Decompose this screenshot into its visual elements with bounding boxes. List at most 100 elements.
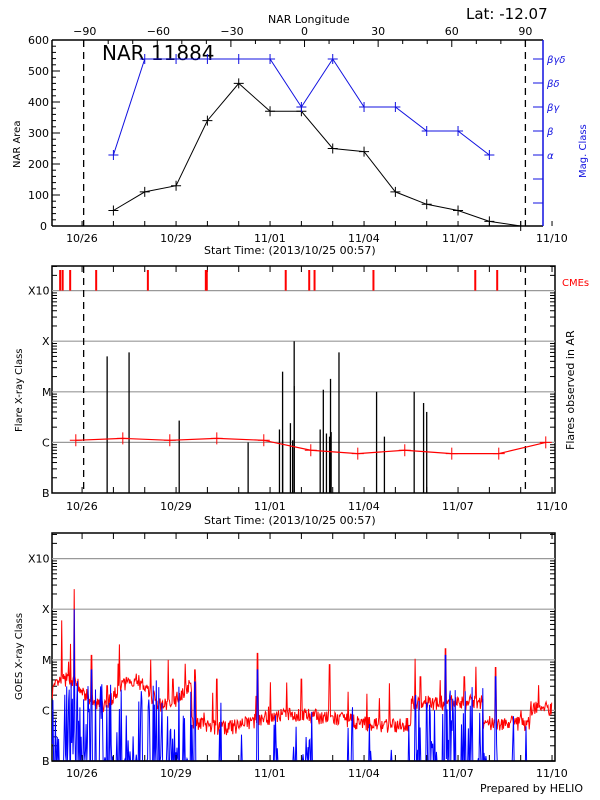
area-point	[327, 143, 338, 154]
y-tick-label: B	[42, 755, 50, 768]
area-point	[515, 221, 526, 231]
x-tick-label: 10/26	[66, 767, 98, 780]
panel1-y2label: Mag. Class	[578, 124, 589, 178]
y-tick-label: C	[42, 704, 50, 717]
x-tick-label: 11/01	[254, 500, 286, 513]
background-point	[539, 436, 552, 449]
x-tick-label: 11/01	[254, 232, 286, 245]
background-point	[116, 432, 129, 445]
x-tick-label: 11/10	[536, 500, 568, 513]
mag-tick-label: βγδ	[546, 55, 565, 66]
y-tick-label: 400	[28, 96, 49, 109]
top-tick-label: 90	[518, 25, 532, 38]
top-tick-label: 0	[301, 25, 308, 38]
x-tick-label: 10/29	[160, 500, 192, 513]
x-tick-label: 11/07	[442, 767, 474, 780]
background-point	[210, 432, 223, 445]
background-point	[304, 444, 317, 457]
y-tick-label: X	[42, 603, 50, 616]
area-point	[108, 205, 119, 216]
background-point	[445, 447, 458, 460]
y-tick-label: 600	[28, 34, 49, 47]
region-title: NAR 11884	[102, 41, 215, 65]
x-tick-label: 11/07	[442, 500, 474, 513]
area-point	[202, 115, 213, 126]
mag-point	[171, 54, 182, 64]
area-point	[233, 78, 244, 89]
y-tick-label: C	[42, 436, 50, 449]
goes-long-series	[51, 589, 553, 736]
mag-point	[265, 54, 276, 64]
x-tick-label: 11/04	[348, 500, 380, 513]
panel3-ylabel: GOES X-ray Class	[14, 613, 25, 700]
x-tick-label: 10/26	[66, 500, 98, 513]
cme-label: CMEs	[562, 278, 589, 289]
mag-point	[359, 102, 370, 112]
background-point	[492, 447, 505, 460]
area-point	[484, 216, 495, 227]
x-tick-label: 11/04	[348, 232, 380, 245]
area-point	[139, 186, 150, 197]
area-point	[390, 186, 401, 197]
mag-point	[484, 150, 495, 160]
mag-tick-label: β	[546, 127, 554, 138]
y-tick-label: X	[42, 335, 50, 348]
x-tick-label: 11/04	[348, 767, 380, 780]
top-tick-label: −90	[73, 25, 96, 38]
top-tick-label: −30	[220, 25, 243, 38]
panel2-xlabel: Start Time: (2013/10/25 00:57)	[204, 514, 376, 527]
plot-frame	[51, 265, 556, 494]
background-point	[69, 434, 82, 447]
mag-point	[390, 102, 401, 112]
background-point	[163, 434, 176, 447]
panel2-ylabel: Flare X-ray Class	[14, 349, 25, 433]
y-tick-label: 500	[28, 65, 49, 78]
panel-goes: B C M X X10 10/26 10/29 11/01 11/04 11/07 11/10	[28, 532, 568, 780]
area-line	[113, 82, 521, 227]
panel1-ylabel: NAR Area	[12, 121, 23, 168]
latitude-label: Lat: -12.07	[466, 5, 548, 23]
mag-point	[233, 54, 244, 64]
area-point	[265, 106, 276, 117]
background-point	[398, 444, 411, 457]
y-tick-label: B	[42, 487, 50, 500]
mag-point	[296, 102, 307, 112]
y-tick-label: M	[42, 654, 52, 667]
mag-point	[453, 126, 464, 136]
y-tick-label: M	[42, 386, 52, 399]
mag-tick-label: βδ	[546, 79, 560, 90]
top-tick-label: −60	[147, 25, 170, 38]
y-tick-label: X10	[28, 553, 50, 566]
y-tick-label: 200	[28, 158, 49, 171]
panel-flares: B C M X X10 10/26 10/29 11/01 11/04 11/07 11/10	[28, 265, 568, 513]
mag-tick-label: βγ	[546, 103, 560, 114]
x-tick-label: 10/29	[160, 767, 192, 780]
background-point	[257, 434, 270, 447]
footer-credit: Prepared by HELIO	[480, 782, 583, 795]
x-tick-label: 10/29	[160, 232, 192, 245]
top-tick-label: 60	[445, 25, 459, 38]
y-tick-label: X10	[28, 285, 50, 298]
y-tick-label: 300	[28, 127, 49, 140]
x-tick-label: 11/10	[536, 232, 568, 245]
mag-point	[108, 150, 119, 160]
panel2-y2label: Flares observed in AR	[564, 330, 577, 450]
area-point	[359, 146, 370, 157]
mag-point	[202, 54, 213, 64]
area-point	[171, 180, 182, 191]
top-axis-title: NAR Longitude	[268, 13, 350, 26]
x-tick-label: 11/01	[254, 767, 286, 780]
mag-point	[421, 126, 432, 136]
x-tick-label: 10/26	[66, 232, 98, 245]
x-tick-label: 11/10	[536, 767, 568, 780]
mag-tick-label: α	[547, 151, 554, 162]
area-point	[421, 199, 432, 210]
mag-point	[139, 54, 150, 64]
x-tick-label: 11/07	[442, 232, 474, 245]
panel1-xlabel: Start Time: (2013/10/25 00:57)	[204, 244, 376, 257]
mag-point	[327, 54, 338, 64]
area-point	[453, 205, 464, 216]
y-tick-label: 0	[40, 220, 47, 233]
